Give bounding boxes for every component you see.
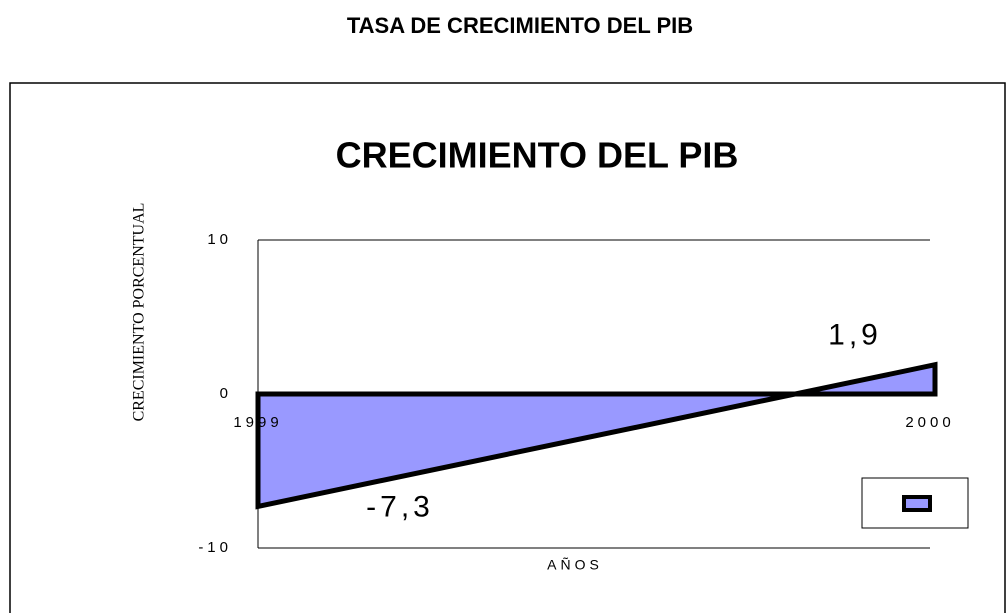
chart-frame [9, 82, 1006, 613]
y-tick-label: 0 [220, 385, 232, 402]
area [255, 361, 938, 510]
y-axis-title: CRECIMIENTO PORCENTUAL [131, 203, 148, 422]
x-tick-label: 1999 [233, 414, 282, 431]
chart-title: CRECIMIENTO DEL PIB [336, 135, 739, 176]
x-axis-title: AÑOS [547, 557, 603, 573]
page-title: TASA DE CRECIMIENTO DEL PIB [347, 13, 693, 38]
y-tick-label: 10 [207, 231, 232, 248]
legend-swatch [902, 495, 932, 512]
y-tick-label: -10 [198, 539, 232, 556]
x-tick-label: 2000 [905, 414, 954, 431]
data-label: -7,3 [366, 490, 434, 523]
data-label: 1,9 [828, 319, 882, 352]
